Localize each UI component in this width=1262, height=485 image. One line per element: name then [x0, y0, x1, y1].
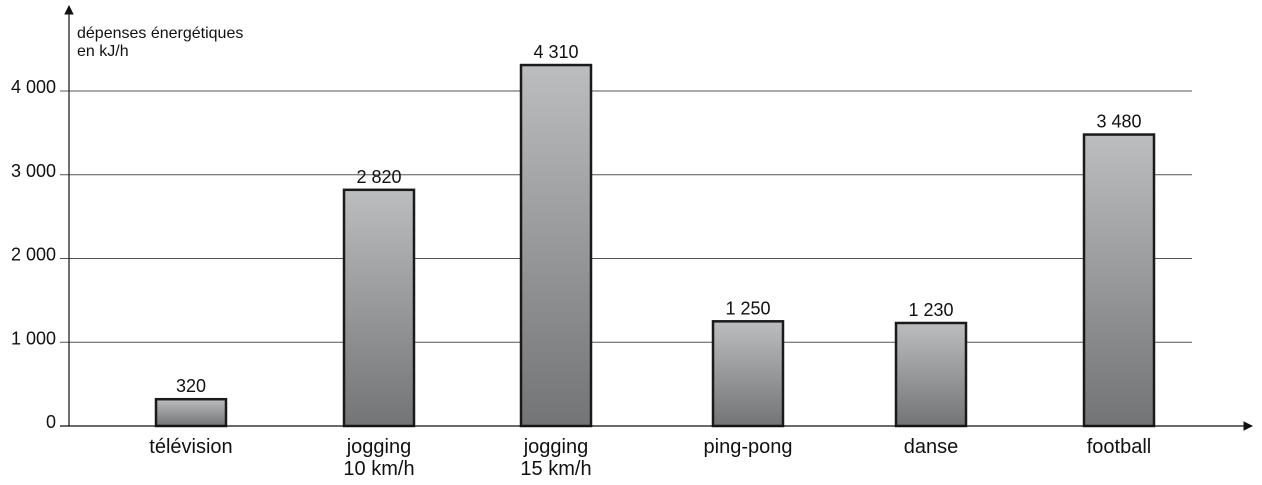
- y-axis-title-line-2: en kJ/h: [77, 43, 129, 60]
- category-label: ping-pong: [704, 436, 793, 458]
- bar-value-label: 1 250: [725, 298, 770, 318]
- bar-value-label: 1 230: [908, 300, 953, 320]
- y-tick-label: 3 000: [11, 161, 56, 181]
- category-label: jogging: [346, 436, 412, 458]
- y-axis-ticks: 0 1 000 2 000 3 000 4 000: [11, 77, 56, 432]
- bar: [1082, 133, 1156, 428]
- y-axis-title-line-1: dépenses énergétiques: [77, 25, 243, 42]
- bar: [342, 188, 416, 428]
- category-label: danse: [904, 436, 959, 458]
- bar: [711, 320, 785, 428]
- bar: [154, 397, 228, 428]
- category-label: football: [1087, 436, 1152, 458]
- bar-value-label: 320: [176, 376, 206, 396]
- bars: [154, 63, 1156, 428]
- value-labels: 320 2 820 4 310 1 250 1 230 3 480: [176, 42, 1142, 396]
- bar-value-label: 2 820: [356, 167, 401, 187]
- category-label: 15 km/h: [520, 458, 591, 480]
- y-tick-label: 2 000: [11, 245, 56, 265]
- bar-value-label: 4 310: [533, 42, 578, 62]
- grid-lines: [60, 90, 1192, 343]
- bar: [519, 63, 593, 428]
- category-label: jogging: [523, 436, 589, 458]
- category-label: 10 km/h: [343, 458, 414, 480]
- y-tick-label: 0: [46, 412, 56, 432]
- y-tick-label: 1 000: [11, 328, 56, 348]
- bar: [894, 321, 968, 428]
- bar-value-label: 3 480: [1096, 112, 1141, 132]
- y-tick-label: 4 000: [11, 77, 56, 97]
- category-label: télévision: [149, 436, 232, 458]
